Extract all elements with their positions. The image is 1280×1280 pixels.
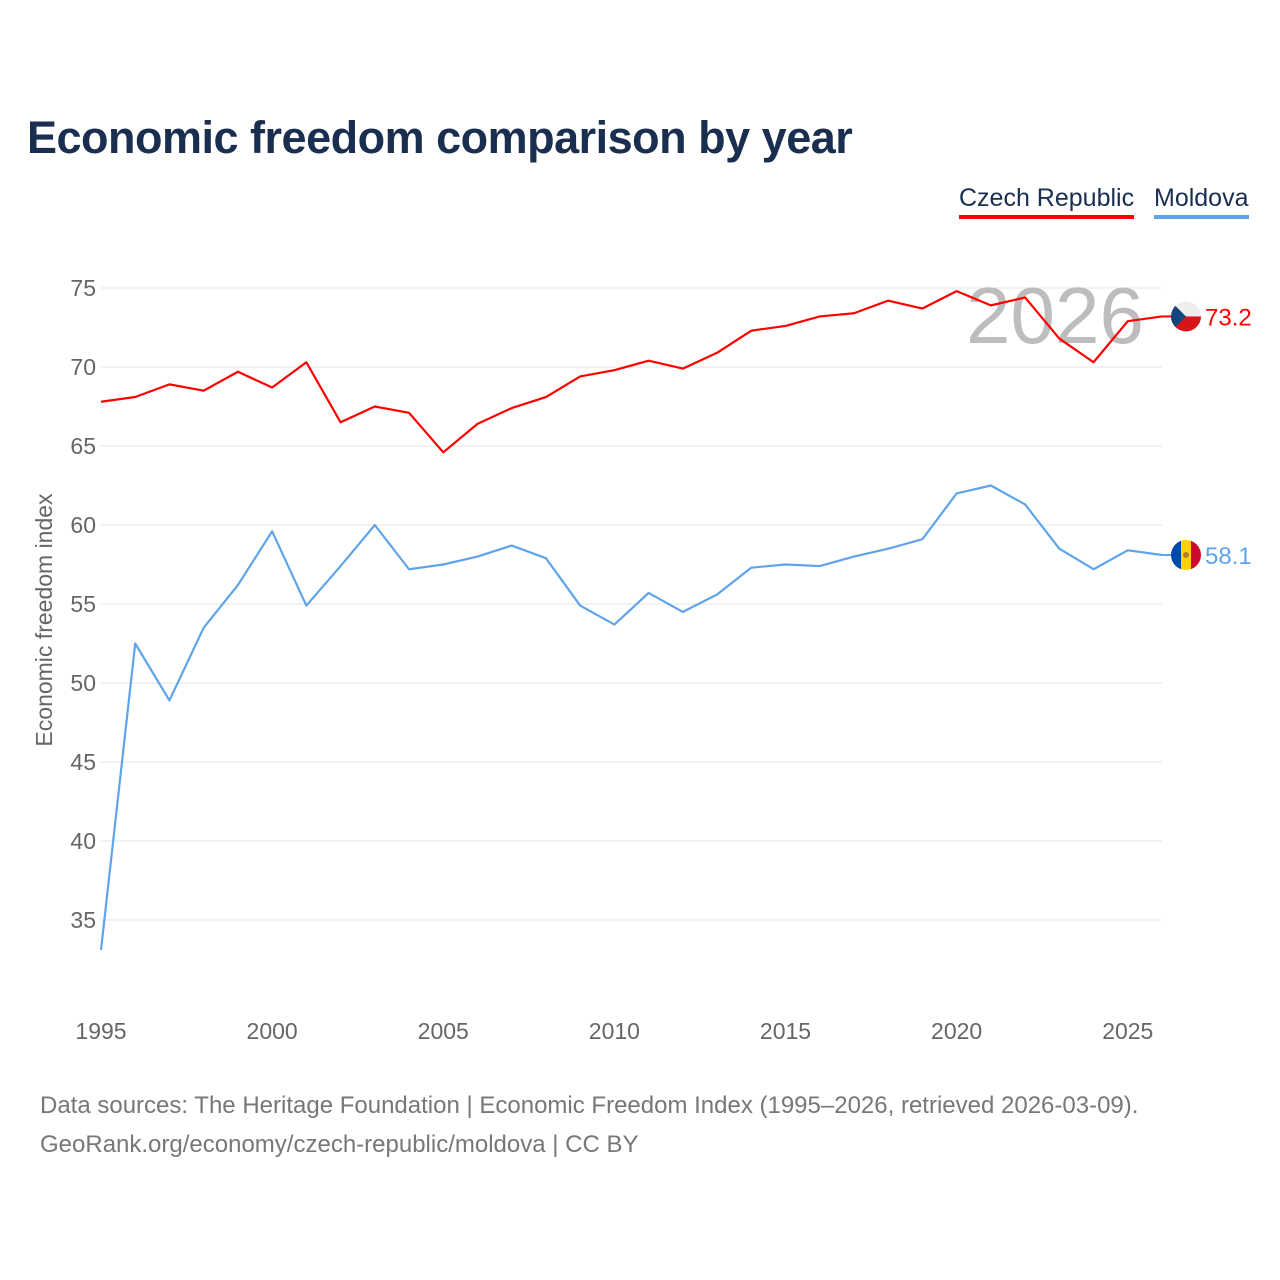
footer: Data sources: The Heritage Foundation | … (40, 1086, 1138, 1164)
y-tick-label: 60 (70, 512, 96, 538)
y-axis-label: Economic freedom index (31, 493, 57, 747)
end-value-label: 73.2 (1205, 304, 1252, 331)
footer-sources: Data sources: The Heritage Foundation | … (40, 1092, 1139, 1119)
y-tick-label: 65 (70, 433, 96, 459)
y-tick-label: 55 (70, 591, 96, 617)
chart-title: Economic freedom comparison by year (27, 112, 853, 163)
x-tick-label: 2020 (931, 1018, 982, 1044)
footer-link[interactable]: GeoRank.org/economy/czech-republic/moldo… (40, 1131, 639, 1158)
year-watermark: 2026 (966, 271, 1144, 360)
legend-czech-republic[interactable]: Czech Republic (959, 184, 1135, 219)
czech-flag-icon (1171, 301, 1201, 332)
x-tick-label: 2000 (247, 1018, 298, 1044)
series-line-czech-republic (100, 290, 1163, 454)
y-tick-label: 45 (70, 749, 96, 775)
moldova-flag-icon (1171, 540, 1201, 571)
series-line-moldova (99, 484, 1163, 951)
x-tick-label: 2015 (760, 1018, 811, 1044)
x-tick-label: 1995 (75, 1018, 126, 1044)
y-tick-label: 75 (70, 275, 96, 301)
y-tick-label: 35 (70, 907, 96, 933)
x-tick-label: 2025 (1102, 1018, 1153, 1044)
legend-moldova[interactable]: Moldova (1154, 184, 1249, 219)
x-tick-label: 2010 (589, 1018, 640, 1044)
y-tick-label: 50 (70, 670, 96, 696)
y-tick-label: 40 (70, 828, 96, 854)
end-value-label: 58.1 (1205, 543, 1252, 570)
x-tick-label: 2005 (418, 1018, 469, 1044)
y-tick-label: 70 (70, 354, 96, 380)
